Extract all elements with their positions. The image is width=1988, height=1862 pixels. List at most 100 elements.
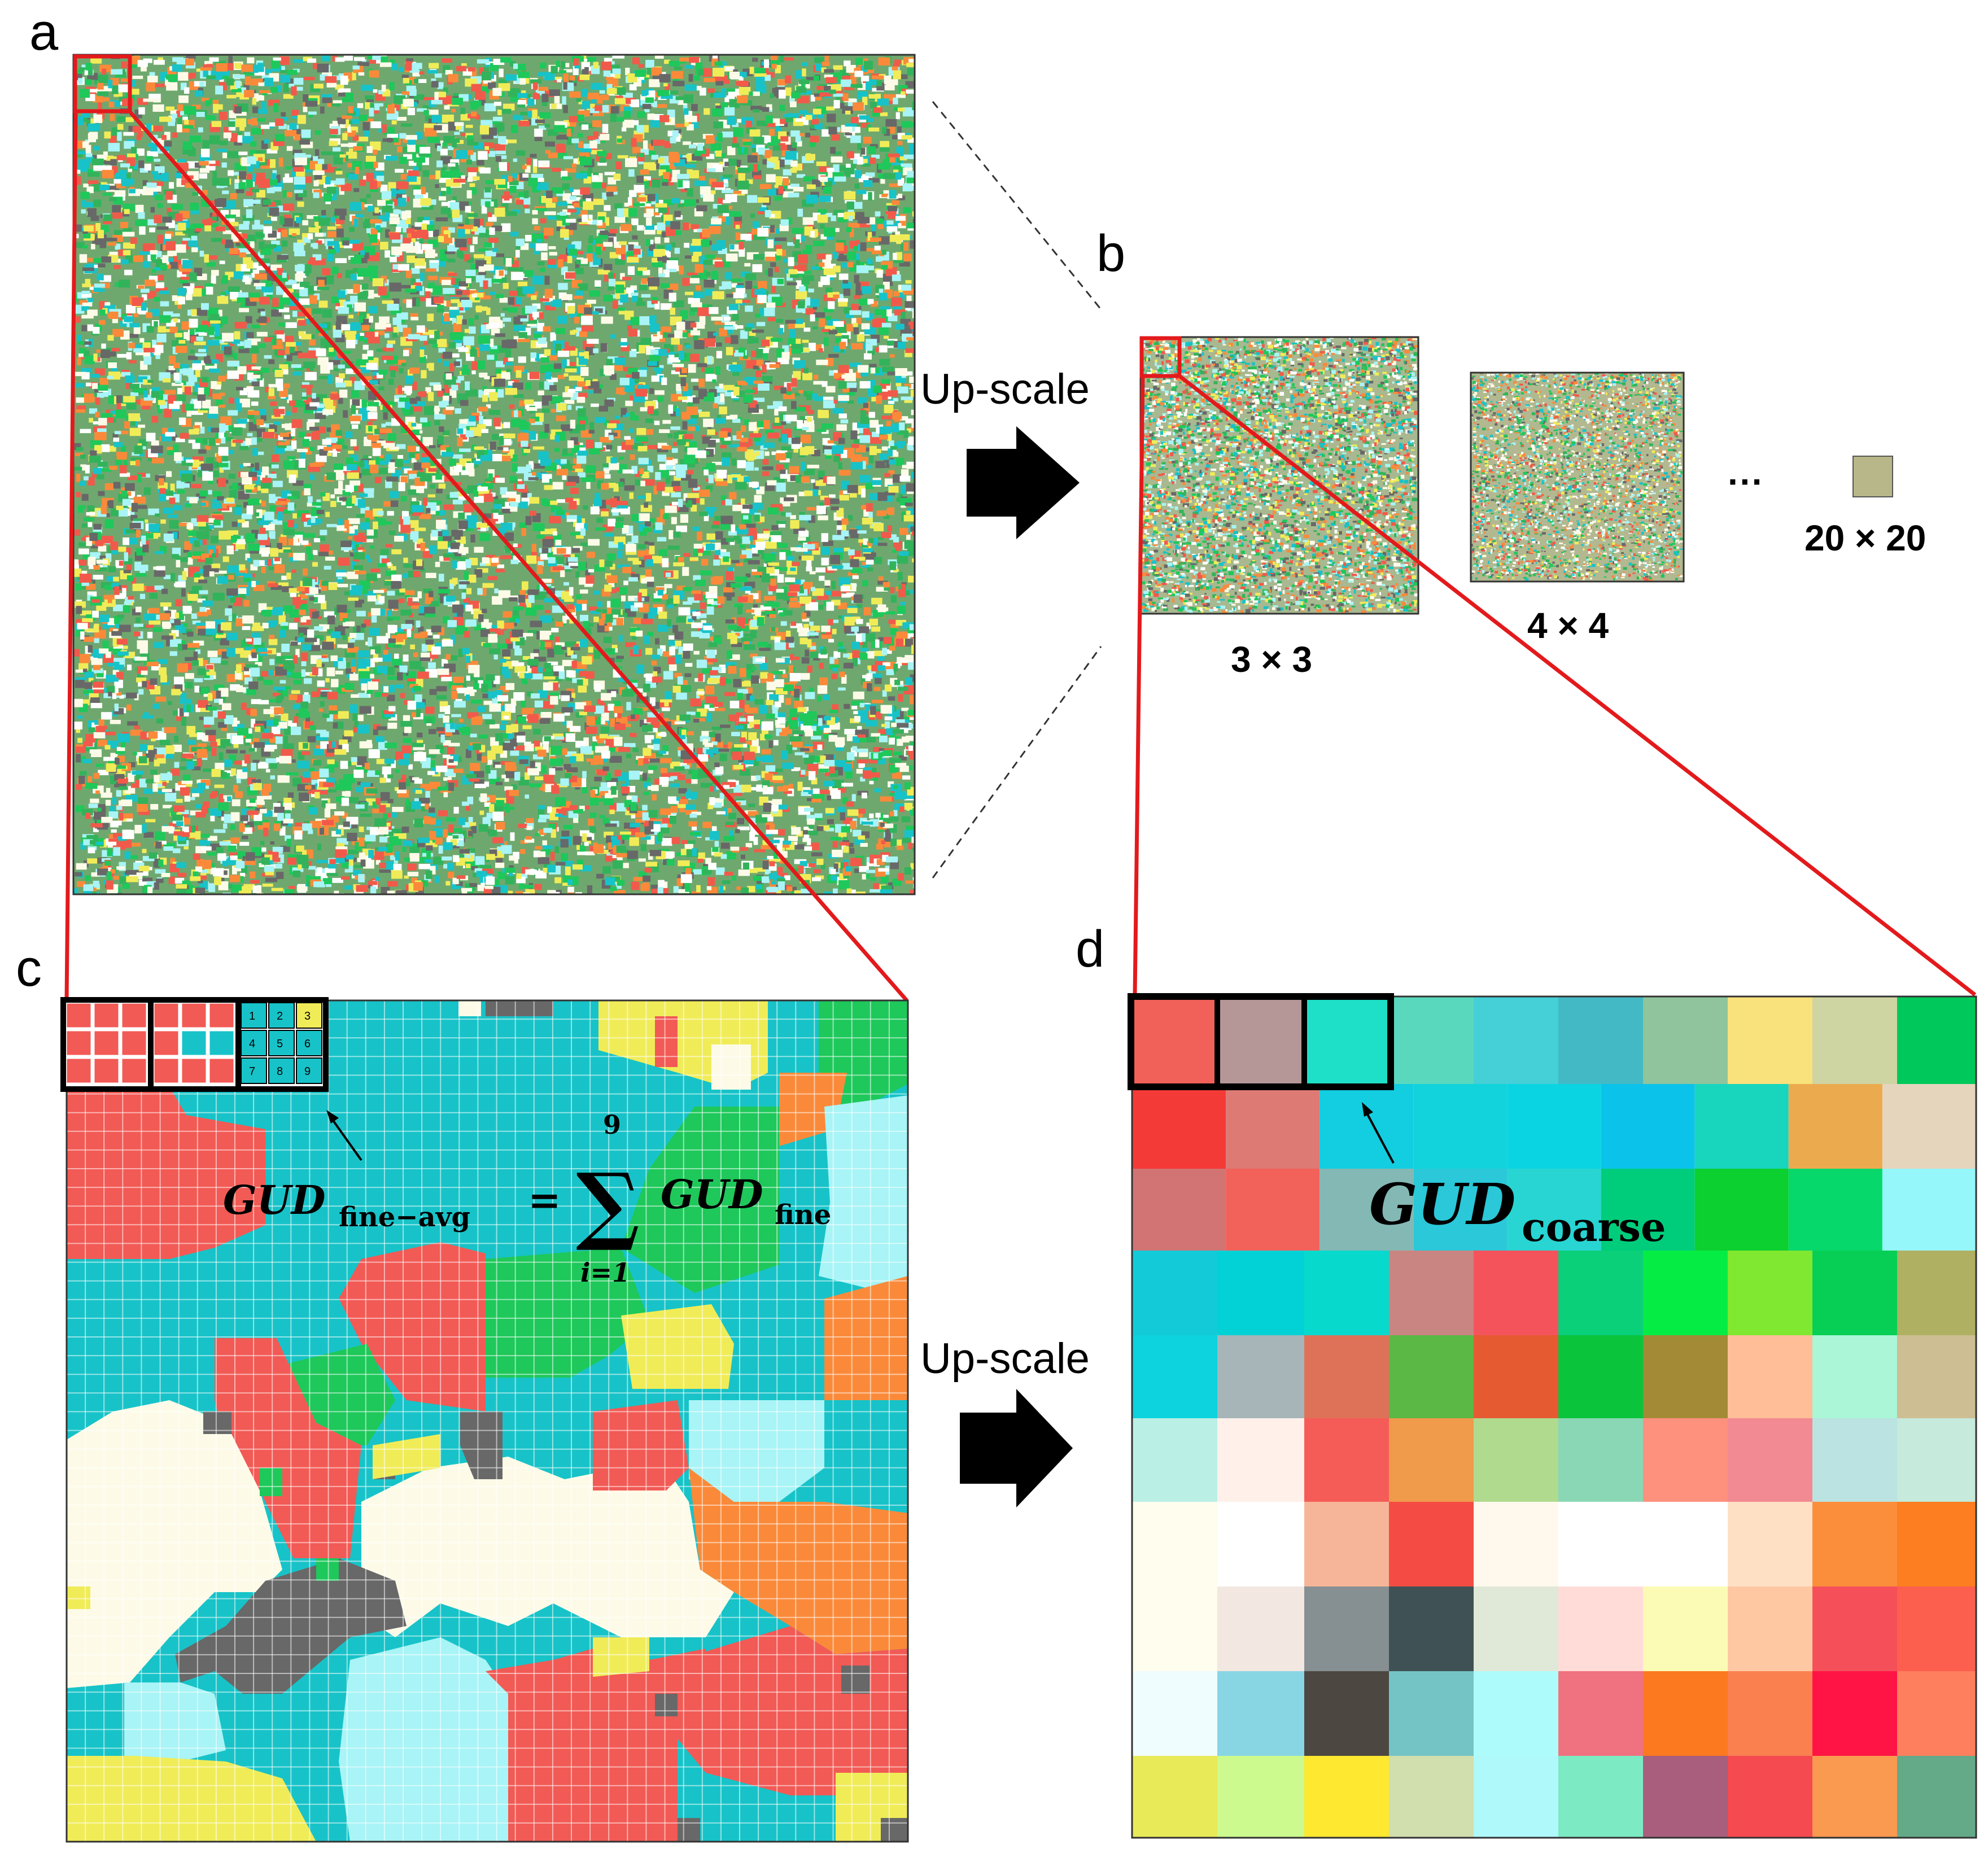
grain-speck — [774, 386, 784, 390]
grain-speck — [451, 714, 461, 718]
grain-speck — [365, 119, 374, 122]
grain-speck — [807, 391, 813, 395]
grain-speck — [519, 601, 526, 607]
grain-speck — [544, 276, 550, 285]
grain-speck — [912, 211, 915, 217]
grain-speck — [685, 255, 696, 259]
grain-speck — [714, 321, 725, 325]
grain-speck — [668, 719, 679, 725]
grain-speck — [76, 447, 84, 451]
grain-speck — [527, 665, 534, 672]
grain-speck — [170, 313, 180, 317]
grain-speck — [126, 562, 132, 571]
grain-speck — [207, 852, 216, 856]
grain-speck — [308, 347, 321, 352]
grain-speck — [777, 608, 787, 611]
grain-speck — [405, 59, 413, 65]
grain-speck — [403, 738, 412, 743]
grain-speck — [570, 706, 576, 711]
grain-speck — [493, 654, 498, 660]
grain-speck — [360, 506, 370, 514]
grain-speck — [279, 826, 286, 836]
grain-speck — [745, 843, 752, 848]
grain-speck — [760, 733, 766, 741]
grain-speck — [148, 620, 161, 625]
grain-speck — [503, 307, 510, 311]
grain-speck — [705, 837, 714, 841]
grain-speck — [654, 779, 662, 785]
grain-speck — [406, 671, 416, 680]
grain-speck — [435, 856, 440, 860]
grain-speck — [729, 541, 735, 545]
grain-speck — [212, 171, 217, 178]
grain-speck — [294, 366, 303, 370]
grain-speck — [851, 568, 863, 574]
grain-speck — [727, 146, 736, 155]
grain-speck — [833, 548, 844, 554]
grain-speck — [554, 636, 560, 646]
grain-speck — [705, 289, 714, 296]
grain-speck — [232, 866, 237, 875]
grain-speck — [797, 208, 803, 217]
grain-speck — [751, 569, 757, 574]
grain-speck — [802, 837, 810, 842]
grain-speck — [691, 779, 698, 784]
grain-speck — [561, 853, 568, 862]
grain-speck — [311, 635, 324, 641]
grain-speck — [389, 282, 401, 292]
grain-speck — [368, 265, 378, 273]
grain-speck — [863, 137, 872, 144]
grain-speck — [110, 136, 117, 144]
grain-speck — [185, 657, 195, 661]
grain-speck — [168, 876, 177, 884]
grain-speck — [671, 517, 677, 524]
grain-speck — [785, 642, 791, 649]
grain-speck — [811, 599, 816, 604]
grain-speck — [343, 410, 348, 418]
grain-speck — [870, 524, 875, 528]
grain-speck — [442, 856, 452, 861]
grain-speck — [557, 646, 567, 650]
grain-speck — [291, 440, 297, 449]
grain-speck — [232, 172, 240, 176]
grain-speck — [98, 491, 105, 496]
grain-speck — [733, 526, 738, 531]
grain-speck — [669, 646, 675, 655]
grain-speck — [167, 208, 172, 215]
grain-speck — [870, 144, 878, 148]
grain-speck — [580, 542, 590, 547]
grain-speck — [589, 826, 596, 833]
grain-speck — [408, 369, 413, 378]
grain-speck — [212, 499, 220, 503]
grain-speck — [807, 223, 814, 228]
grain-speck — [527, 493, 532, 500]
grain-speck — [811, 736, 822, 740]
grain-speck — [262, 741, 270, 745]
grain-speck — [370, 569, 381, 572]
grain-speck — [766, 430, 774, 435]
grain-speck — [819, 677, 828, 685]
grain-speck — [349, 761, 360, 766]
grain-speck — [622, 120, 634, 128]
grain-speck — [114, 190, 126, 196]
grain-speck — [849, 362, 862, 367]
panel-label-d: d — [1076, 920, 1104, 978]
grain-speck — [603, 464, 610, 471]
grain-speck — [767, 432, 779, 439]
grain-speck — [478, 248, 489, 252]
grain-speck — [533, 649, 540, 655]
grain-speck — [412, 381, 417, 391]
grain-speck — [313, 216, 324, 221]
grain-speck — [167, 449, 177, 455]
grain-speck — [605, 648, 613, 652]
grain-speck — [627, 557, 639, 561]
grain-speck — [207, 650, 218, 657]
grain-speck — [441, 202, 449, 206]
grain-speck — [107, 844, 113, 848]
grain-speck — [303, 448, 312, 454]
grain-speck — [914, 277, 915, 282]
grain-speck — [746, 179, 753, 184]
grain-speck — [897, 126, 902, 133]
grain-speck — [497, 871, 506, 880]
